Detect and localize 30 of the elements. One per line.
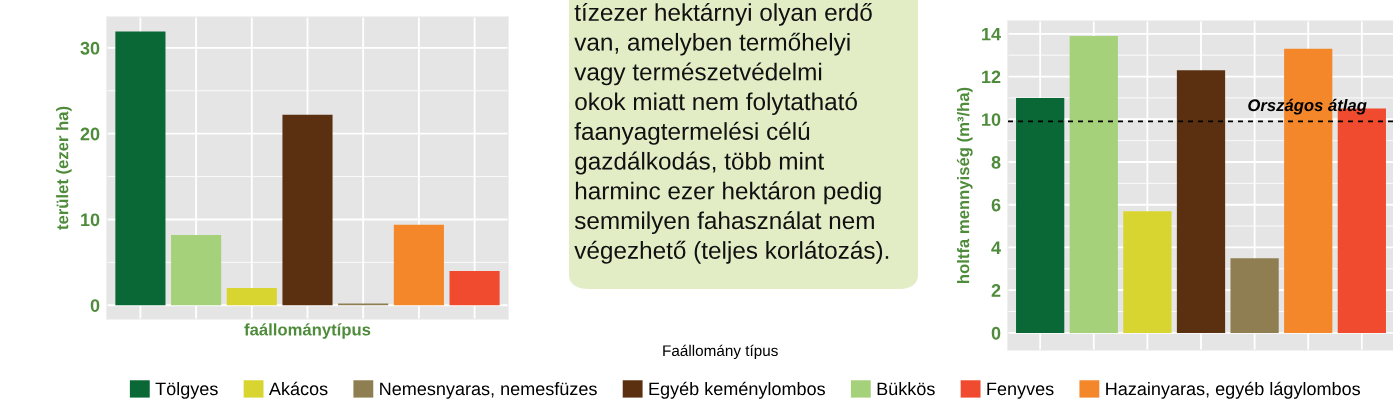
legend-label: Nemesnyaras, nemesfüzes bbox=[380, 382, 597, 399]
legend-label: Hazainyaras, egyéb lágylombos bbox=[1106, 381, 1360, 399]
y-tick-label: 0 bbox=[991, 326, 1001, 340]
y-tick-label: 4 bbox=[991, 241, 1001, 254]
legend-label: Egyéb keménylombos bbox=[649, 381, 825, 399]
bar bbox=[115, 31, 166, 306]
legend-label: Tölgyes bbox=[155, 381, 218, 399]
y-axis-title: holtfa mennyiség (m³/ha) bbox=[956, 87, 973, 283]
legend-label: Bükkös bbox=[877, 381, 935, 396]
y-tick-label: 8 bbox=[991, 155, 1001, 169]
y-tick-label: 6 bbox=[991, 198, 1001, 212]
y-tick-label: 14 bbox=[982, 27, 1001, 41]
x-axis-title: faállománytípus bbox=[244, 323, 371, 339]
bar bbox=[226, 288, 277, 306]
bar bbox=[171, 234, 222, 306]
y-tick-label: 10 bbox=[81, 213, 100, 227]
y-tick-label: 10 bbox=[982, 113, 1001, 126]
y-tick-label: 0 bbox=[90, 299, 100, 312]
bar bbox=[449, 270, 500, 306]
bar bbox=[282, 114, 333, 306]
y-tick-label: 2 bbox=[991, 284, 1001, 297]
legend-label: Akácos bbox=[268, 381, 328, 396]
y-tick-label: 30 bbox=[80, 41, 100, 55]
bar bbox=[393, 224, 444, 306]
text: tízezer hektárnyi olyan erdő van, amelyben termőhelyi vagy természetvédelmi okok miatt nem folytatható faanyagtermelési célú gazdálkodás, több mint harminc ezer hektáron pedig semmilyen fahasználat nem végezhető (teljes korlátozás). bbox=[574, 2, 889, 264]
y-tick-label: 12 bbox=[982, 70, 1001, 84]
y-tick-label: 20 bbox=[80, 127, 100, 141]
legend-label: Fenyves bbox=[987, 382, 1054, 399]
legend-title: Faállomány típus bbox=[663, 344, 778, 360]
y-axis-title: terület (ezer ha) bbox=[56, 106, 72, 230]
